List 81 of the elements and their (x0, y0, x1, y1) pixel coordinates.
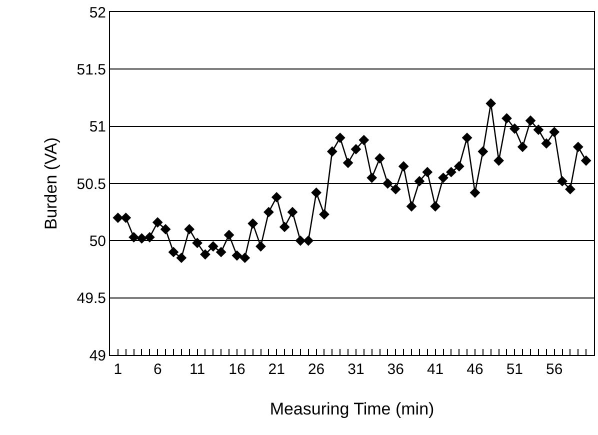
point (144, 232, 155, 242)
point (580, 155, 592, 166)
point (509, 123, 520, 134)
point (422, 166, 433, 178)
x-tick-label: 6 (153, 361, 162, 378)
point (287, 206, 298, 218)
point (120, 212, 132, 223)
point (279, 222, 290, 232)
point (224, 230, 234, 240)
x-tick-label: 51 (506, 361, 524, 378)
point (406, 201, 417, 212)
point (319, 209, 330, 220)
x-tick-label: 26 (308, 361, 325, 378)
point (494, 155, 504, 166)
point (438, 172, 448, 183)
x-tick-label: 1 (114, 361, 122, 378)
point (358, 134, 370, 146)
point (326, 146, 338, 157)
point (565, 184, 576, 194)
x-axis-title: Measuring Time (min) (270, 399, 434, 418)
point (525, 115, 536, 126)
y-tick-label: 50 (89, 232, 106, 250)
point (263, 206, 274, 218)
x-tick-label: 36 (387, 361, 404, 378)
y-tick-label: 49 (89, 347, 106, 364)
point (350, 144, 362, 154)
point (136, 233, 147, 244)
point (366, 172, 378, 183)
point (414, 176, 425, 186)
x-tick-label: 11 (189, 361, 206, 378)
point (446, 166, 456, 178)
point (160, 224, 171, 234)
y-tick-label: 49.5 (76, 290, 106, 308)
point (462, 132, 472, 143)
point (112, 212, 124, 223)
point (502, 113, 512, 124)
point (176, 252, 187, 264)
x-tick-label: 41 (426, 361, 444, 378)
point (486, 98, 496, 109)
point (184, 224, 195, 234)
point (517, 142, 528, 152)
point (168, 246, 179, 258)
point (533, 124, 544, 135)
x-tick-label: 21 (268, 361, 285, 378)
point (192, 238, 202, 248)
y-tick-label: 52 (89, 4, 106, 22)
x-tick-label: 16 (228, 361, 246, 378)
point (572, 142, 584, 152)
point (478, 146, 488, 157)
point (256, 241, 266, 252)
x-tick-label: 31 (348, 361, 364, 378)
point (541, 138, 552, 149)
point (216, 246, 226, 258)
point (557, 176, 568, 186)
point (382, 178, 393, 189)
point (303, 235, 314, 246)
y-tick-label: 51 (89, 118, 106, 136)
point (200, 249, 210, 260)
point (454, 161, 464, 172)
point (248, 218, 258, 229)
point (470, 187, 480, 198)
point (295, 235, 306, 246)
point (232, 250, 242, 261)
point (152, 217, 163, 228)
y-tick-label: 51.5 (76, 61, 106, 78)
point (390, 184, 401, 194)
point (208, 241, 218, 252)
y-tick-label: 50.5 (76, 176, 106, 193)
point (311, 187, 322, 198)
point (430, 201, 441, 212)
point (271, 192, 282, 202)
point (342, 158, 354, 168)
point (240, 252, 250, 264)
point (398, 161, 409, 172)
point (549, 126, 560, 138)
point (374, 153, 385, 164)
x-tick-label: 56 (546, 361, 563, 378)
y-axis-title: Burden (VA) (41, 137, 60, 230)
point (128, 232, 139, 242)
x-tick-label: 46 (466, 361, 484, 378)
point (334, 132, 346, 143)
